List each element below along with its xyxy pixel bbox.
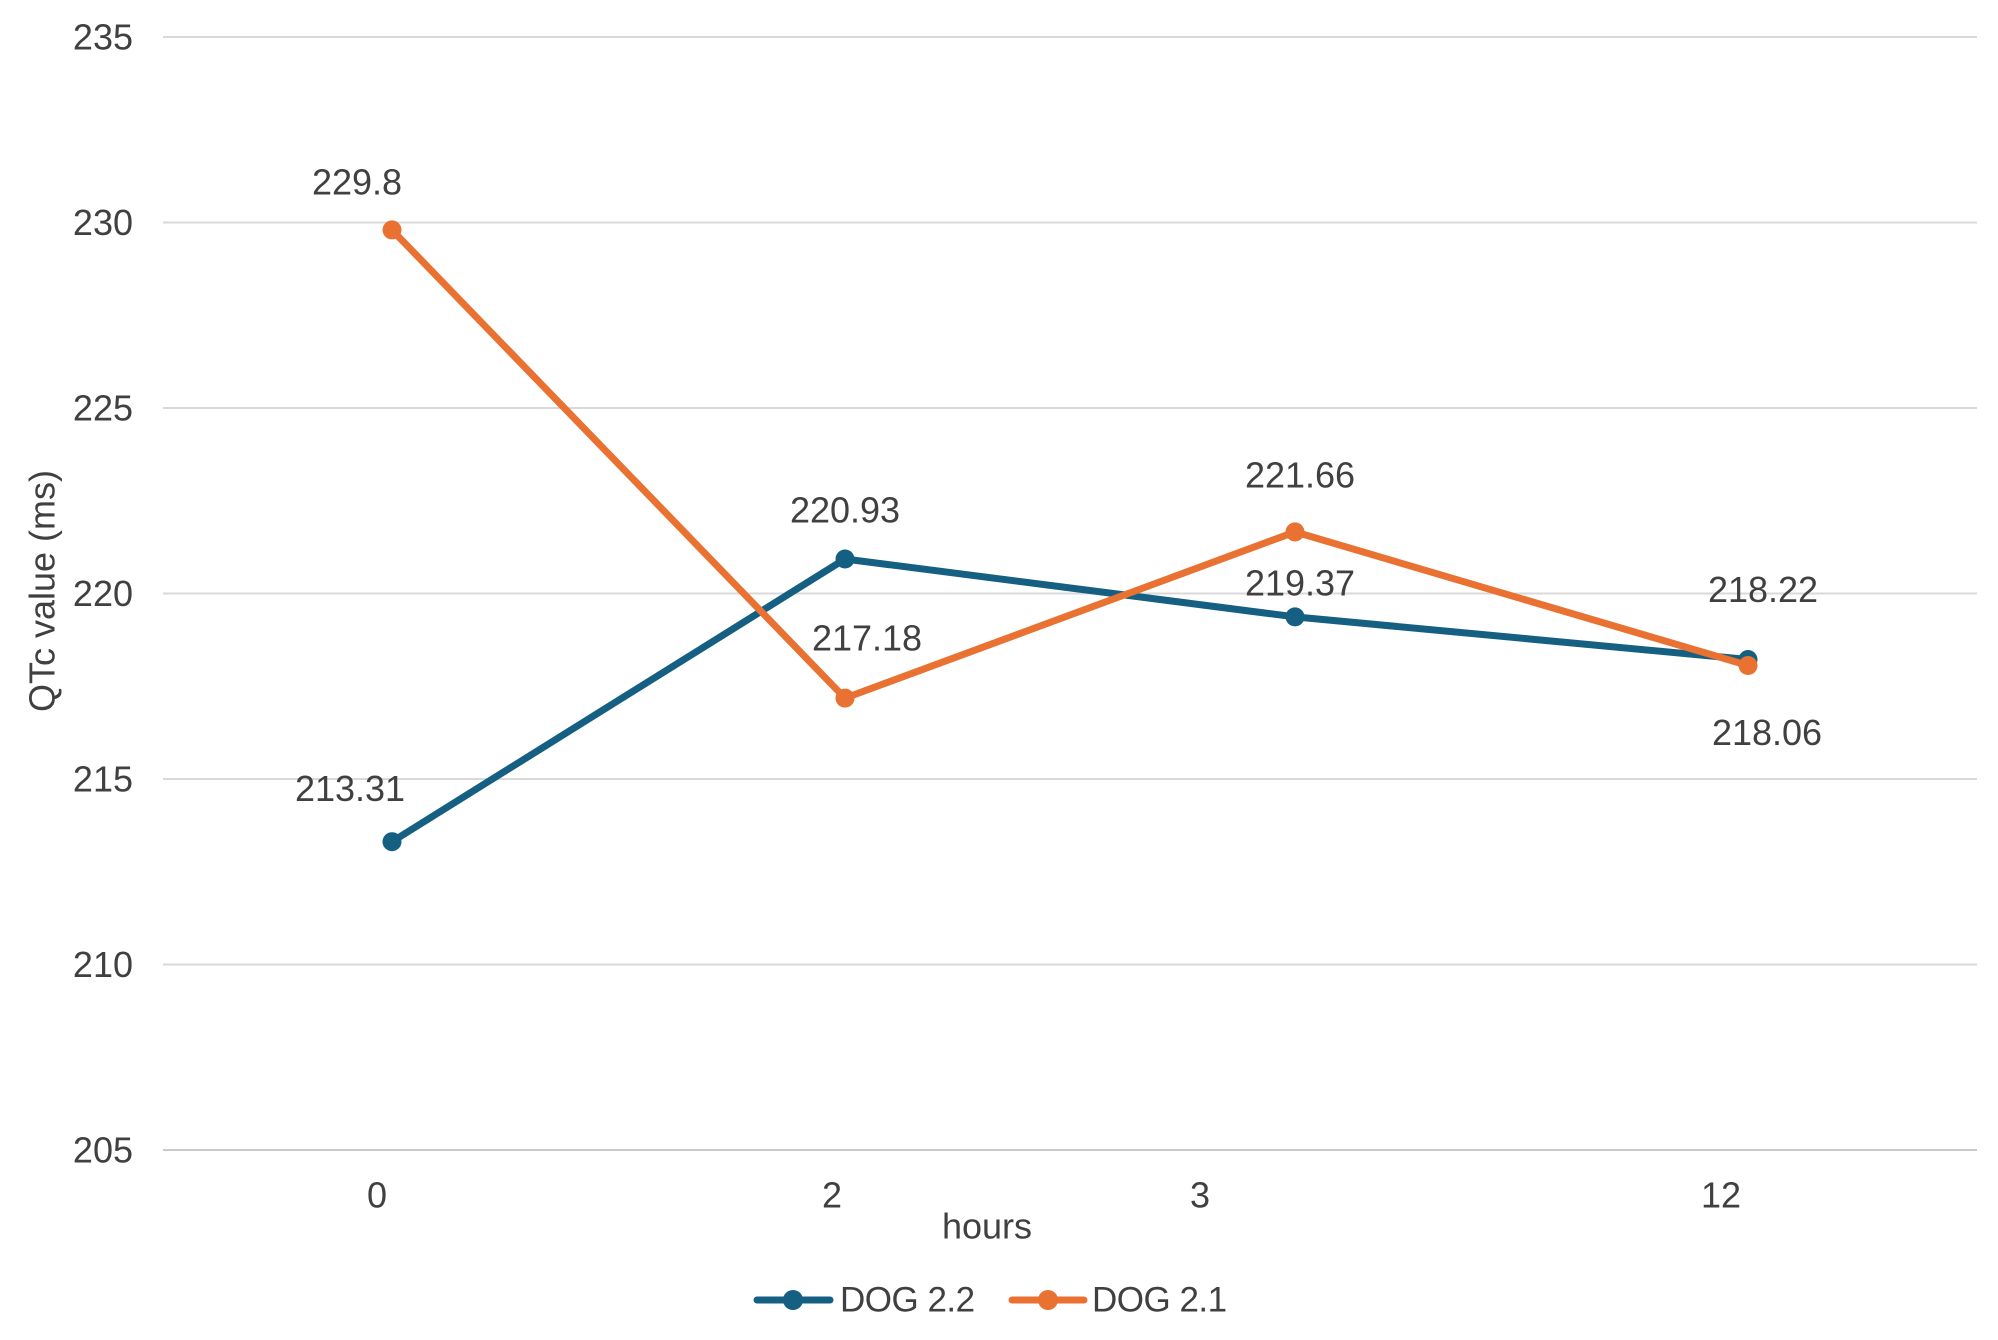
data-point-marker-dog-2-2: [835, 549, 855, 569]
data-point-marker-dog-2-1: [382, 220, 402, 240]
data-label-dog-2-2: 218.22: [1708, 569, 1818, 610]
legend-marker-dot: [783, 1290, 803, 1310]
legend-item-dog-2-1: DOG 2.1: [1008, 1281, 1227, 1320]
y-tick-label: 215: [73, 759, 133, 800]
y-axis-title: QTc value (ms): [22, 470, 63, 712]
data-label-dog-2-1: 221.66: [1245, 454, 1355, 495]
y-tick-label: 210: [73, 944, 133, 985]
y-tick-label: 205: [73, 1130, 133, 1171]
y-tick-label: 230: [73, 202, 133, 243]
data-point-marker-dog-2-1: [1285, 522, 1305, 542]
legend-label: DOG 2.2: [840, 1281, 975, 1320]
y-tick-label: 225: [73, 388, 133, 429]
y-tick-label: 235: [73, 17, 133, 58]
gridlines: [163, 36, 1977, 1151]
x-tick-label: 12: [1701, 1175, 1741, 1216]
data-point-marker-dog-2-2: [1285, 607, 1305, 627]
data-point-marker-dog-2-1: [835, 688, 855, 708]
data-label-dog-2-1: 229.8: [312, 161, 402, 202]
legend-item-dog-2-2: DOG 2.2: [753, 1281, 975, 1320]
series-line-dog-2-2: [388, 555, 1752, 846]
data-label-dog-2-2: 213.31: [295, 768, 405, 809]
x-axis-title: hours: [942, 1206, 1032, 1247]
data-label-dog-2-2: 219.37: [1245, 562, 1355, 603]
legend-label: DOG 2.1: [1092, 1281, 1227, 1320]
series-line-dog-2-1: [388, 226, 1752, 702]
data-point-marker-dog-2-2: [382, 832, 402, 852]
x-tick-label: 0: [367, 1175, 387, 1216]
data-point-marker-dog-2-1: [1738, 655, 1758, 675]
data-label-dog-2-1: 217.18: [812, 618, 922, 659]
x-tick-label: 2: [822, 1175, 842, 1216]
x-axis-tick-labels: 0 2 3 12: [367, 1175, 1741, 1216]
data-label-dog-2-2: 220.93: [790, 489, 900, 530]
series-dog-2-1: 229.8 217.18 221.66 218.06: [312, 161, 1822, 753]
x-tick-label: 3: [1190, 1175, 1210, 1216]
legend: DOG 2.2 DOG 2.1: [753, 1281, 1227, 1320]
y-tick-label: 220: [73, 573, 133, 614]
series-dog-2-2: 213.31 220.93 219.37 218.22: [295, 489, 1818, 852]
y-axis-tick-labels: 235 230 225 220 215 210 205: [73, 17, 133, 1171]
legend-marker-dot: [1038, 1290, 1058, 1310]
data-label-dog-2-1: 218.06: [1712, 712, 1822, 753]
